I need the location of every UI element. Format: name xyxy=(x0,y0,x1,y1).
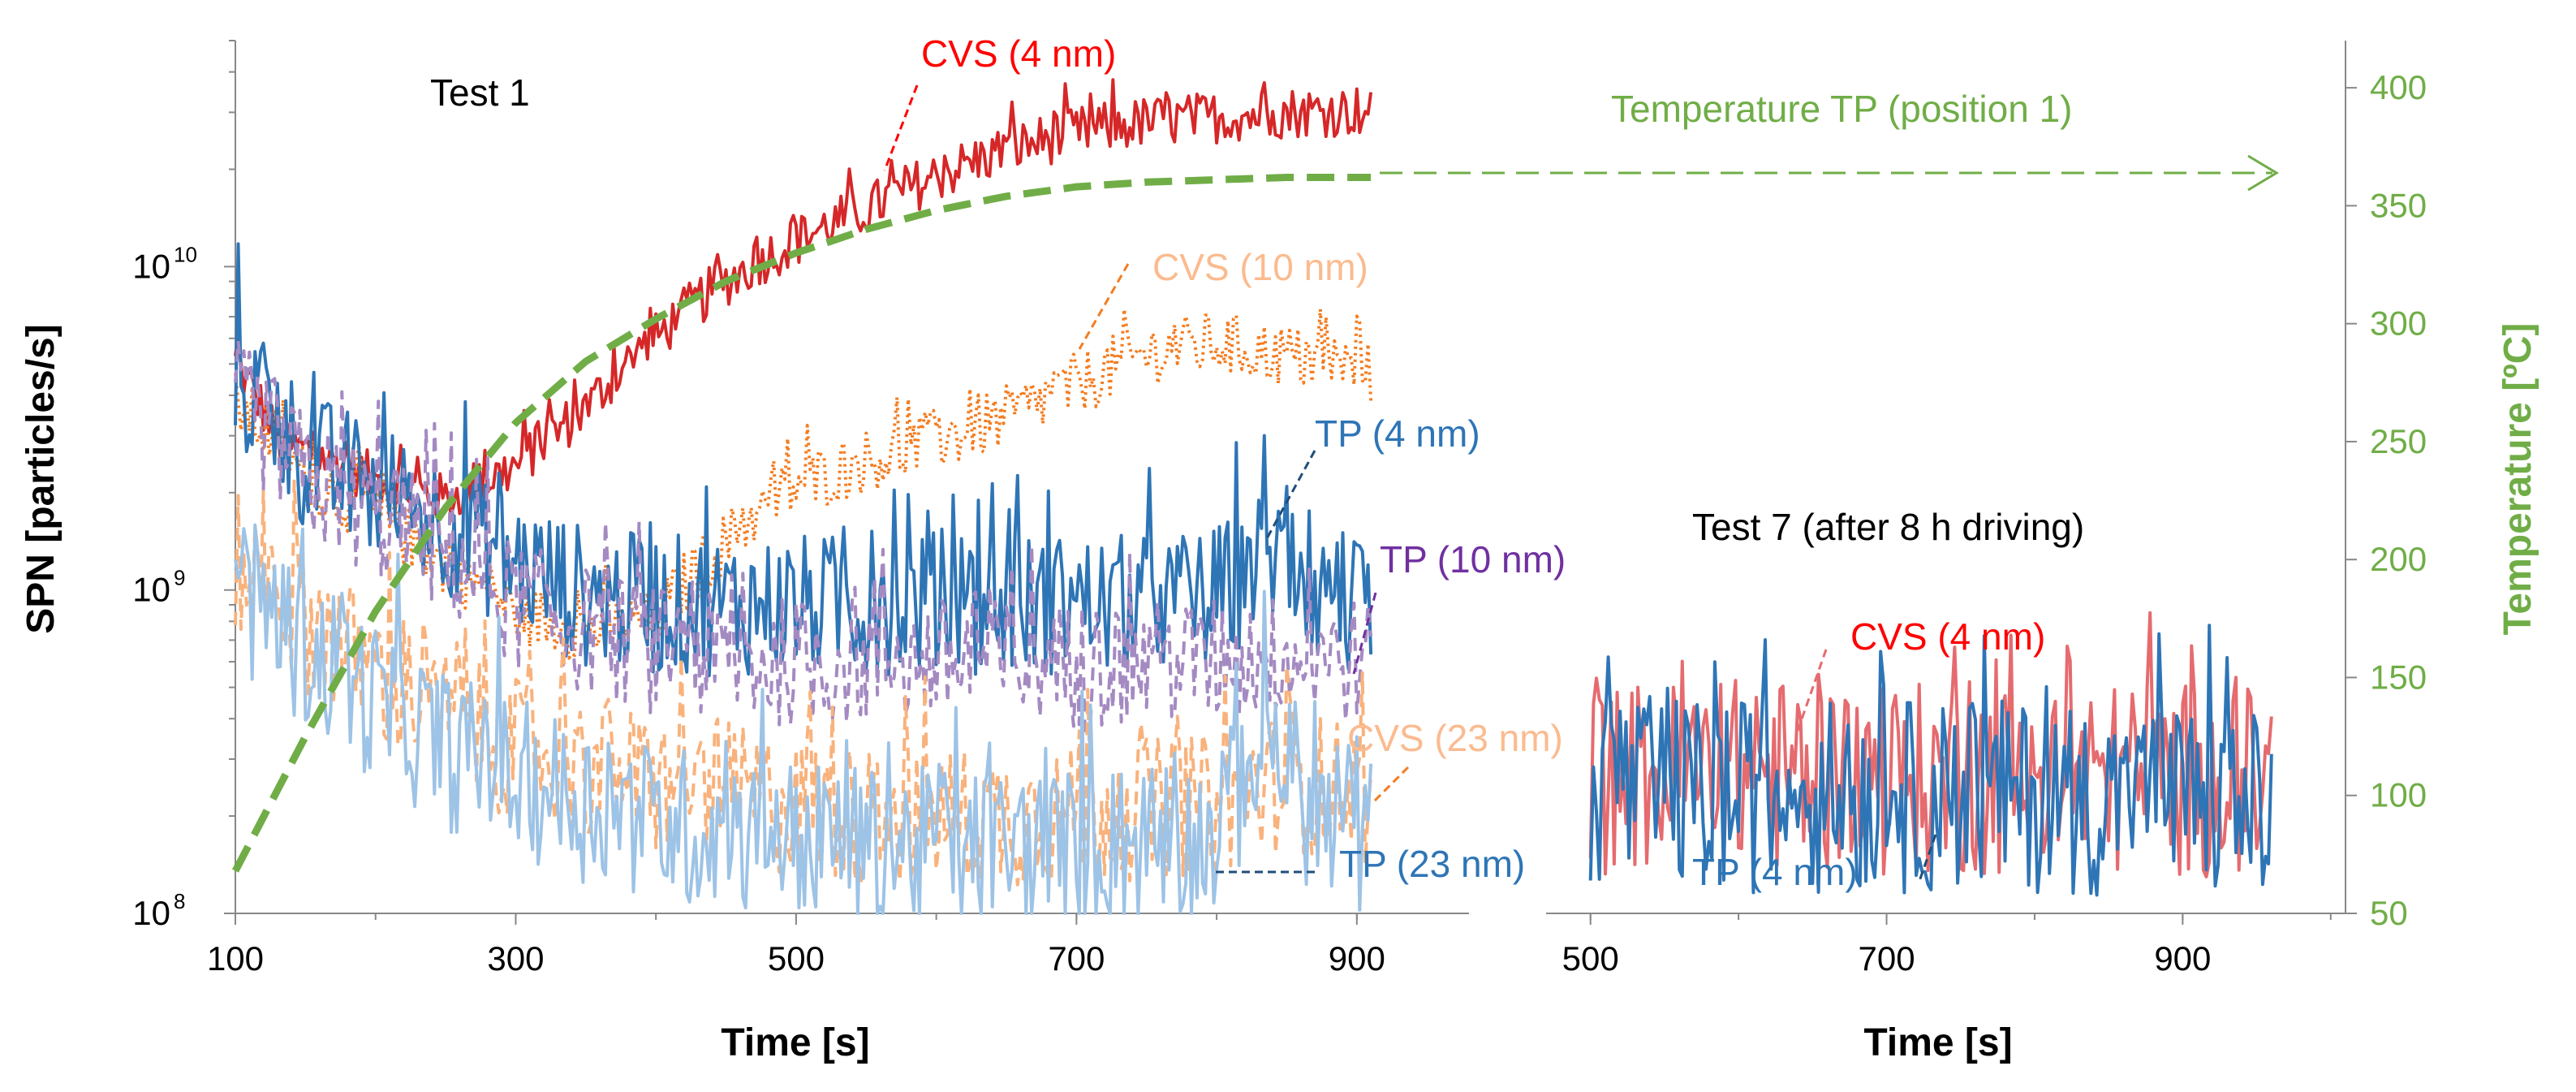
panel-2-title: Test 7 (after 8 h driving) xyxy=(1692,506,2084,548)
y-tick-label: 10 xyxy=(132,571,170,609)
label-temperature-tp: Temperature TP (position 1) xyxy=(1611,88,2072,130)
x-axis-title-panel-2: Time [s] xyxy=(1863,1021,2012,1064)
x-tick-label: 900 xyxy=(2154,939,2211,978)
label-cvs-10nm: CVS (10 nm) xyxy=(1152,246,1368,288)
leader-test7-cvs-4nm xyxy=(1796,649,1828,732)
x-tick-label: 900 xyxy=(1329,939,1385,978)
label-tp-10nm: TP (10 nm) xyxy=(1380,538,1566,581)
series-line-tp-4-nm-panel-2 xyxy=(1588,624,2273,897)
series-line-tp-10-nm-panel-1 xyxy=(234,339,1373,732)
x-axis-title-panel-1: Time [s] xyxy=(721,1021,869,1064)
label-tp-4nm: TP (4 nm) xyxy=(1315,412,1480,455)
y-tick-label: 10 xyxy=(132,247,170,285)
series-line-tp-23-nm-panel-1 xyxy=(234,523,1373,915)
leader-cvs-10nm xyxy=(1078,263,1130,350)
y-axis-title: SPN [particles/s] xyxy=(19,324,62,633)
x-axis-ticks: 100 300 500 700 900 500 700 900 xyxy=(207,913,2332,978)
label-cvs-4nm: CVS (4 nm) xyxy=(921,32,1116,75)
series-line-cvs-10-nm-panel-1 xyxy=(234,307,1373,660)
x-tick-label: 700 xyxy=(1858,939,1915,978)
x-tick-label: 500 xyxy=(768,939,825,978)
x-tick-label: 300 xyxy=(487,939,544,978)
annotation-leaders xyxy=(883,84,2279,882)
y2-tick-label: 50 xyxy=(2370,894,2408,932)
y2-tick-label: 300 xyxy=(2370,304,2427,343)
leader-tp-4nm xyxy=(1264,450,1316,541)
arrow-head-icon xyxy=(2247,154,2279,192)
label-cvs-23nm: CVS (23 nm) xyxy=(1347,717,1563,759)
y2-tick-label: 200 xyxy=(2370,540,2427,578)
label-tp-23nm: TP (23 nm) xyxy=(1339,843,1525,885)
y2-tick-label: 250 xyxy=(2370,422,2427,460)
y-tick-label: 10 xyxy=(132,894,170,932)
leader-cvs-4nm xyxy=(883,84,919,171)
y2-axis-ticks: 400 350 300 250 200 150 100 50 xyxy=(2346,68,2427,932)
y2-tick-label: 350 xyxy=(2370,186,2427,224)
panel-1-title: Test 1 xyxy=(430,71,530,114)
label-test7-cvs-4nm: CVS (4 nm) xyxy=(1850,615,2045,658)
y2-tick-label: 400 xyxy=(2370,68,2427,106)
y2-axis-title: Temperature [ºC] xyxy=(2496,323,2539,636)
y-tick-exponent: 10 xyxy=(174,242,197,266)
y2-tick-label: 100 xyxy=(2370,776,2427,814)
series-layer xyxy=(232,78,2273,915)
y2-tick-label: 150 xyxy=(2370,658,2427,696)
y-tick-exponent: 9 xyxy=(174,566,185,590)
x-tick-label: 500 xyxy=(1562,939,1619,978)
x-tick-label: 100 xyxy=(207,939,264,978)
x-tick-label: 700 xyxy=(1048,939,1105,978)
series-line-cvs-23-nm-panel-1 xyxy=(234,479,1373,887)
leader-cvs-23nm xyxy=(1370,766,1410,805)
leader-tp-10nm xyxy=(1352,592,1377,675)
y-tick-exponent: 8 xyxy=(174,889,185,913)
series-line-temperature-tp-position-1-panel-1 xyxy=(232,174,1372,873)
leader-test7-tp-4nm xyxy=(1918,834,1937,882)
label-test7-tp-4nm: TP (4 nm) xyxy=(1692,851,1858,893)
axes-frame xyxy=(235,41,2346,914)
